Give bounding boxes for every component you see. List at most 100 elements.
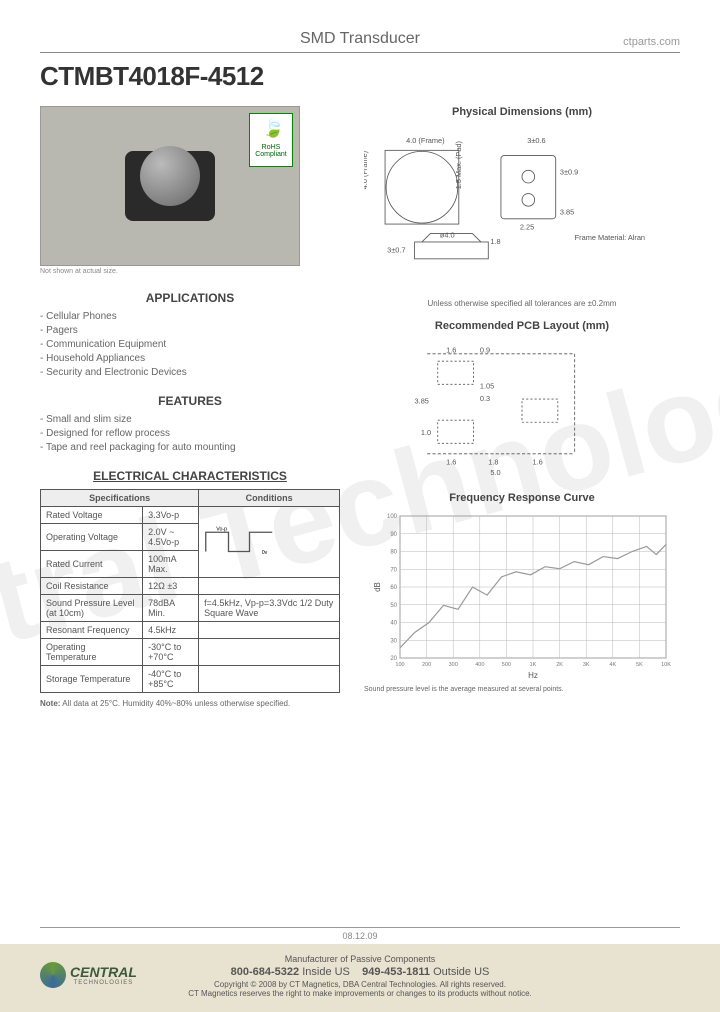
svg-text:3±0.6: 3±0.6 bbox=[527, 136, 545, 145]
freq-title: Frequency Response Curve bbox=[364, 492, 680, 504]
physical-diagram: 4.0 (Frame) 4.0 (Frame) 1.5 Max. (Pad) 3… bbox=[364, 124, 680, 285]
svg-text:1.8: 1.8 bbox=[490, 237, 500, 246]
category-header: SMD Transducer ctparts.com bbox=[40, 30, 680, 53]
svg-text:100: 100 bbox=[387, 514, 398, 520]
svg-text:1.5 Max. (Pad): 1.5 Max. (Pad) bbox=[454, 141, 463, 189]
applications-list: Cellular Phones Pagers Communication Equ… bbox=[40, 311, 340, 378]
spec-cell: Storage Temperature bbox=[41, 666, 143, 693]
svg-text:60: 60 bbox=[390, 585, 397, 591]
col-header: Conditions bbox=[199, 490, 340, 507]
waveform-cell: Vo-p 0v bbox=[199, 507, 340, 578]
pcb-title: Recommended PCB Layout (mm) bbox=[364, 320, 680, 332]
logo-sub: TECHNOLOGIES bbox=[70, 980, 137, 986]
svg-text:5K: 5K bbox=[636, 662, 643, 668]
svg-text:1.6: 1.6 bbox=[533, 457, 543, 466]
svg-text:Vo-p: Vo-p bbox=[216, 527, 227, 533]
electrical-table: Specifications Conditions Rated Voltage3… bbox=[40, 489, 340, 693]
svg-text:3.85: 3.85 bbox=[560, 208, 574, 217]
pcb-diagram: 1.6 0.9 3.85 1.05 0.3 1.0 1.6 1.8 1.6 5.… bbox=[364, 338, 680, 478]
spec-cell: Coil Resistance bbox=[41, 578, 143, 595]
svg-text:100: 100 bbox=[395, 662, 404, 668]
electrical-title: ELECTRICAL CHARACTERISTICS bbox=[40, 469, 340, 483]
category-text: SMD Transducer bbox=[300, 30, 420, 47]
svg-text:2K: 2K bbox=[556, 662, 563, 668]
product-photo: RoHS Compliant bbox=[40, 106, 300, 266]
svg-text:3±0.9: 3±0.9 bbox=[560, 168, 578, 177]
list-item: Security and Electronic Devices bbox=[40, 367, 340, 378]
svg-text:Hz: Hz bbox=[528, 671, 538, 680]
svg-text:90: 90 bbox=[390, 532, 397, 538]
physical-title: Physical Dimensions (mm) bbox=[364, 106, 680, 118]
svg-text:400: 400 bbox=[475, 662, 484, 668]
svg-text:5.0: 5.0 bbox=[490, 468, 500, 475]
svg-text:1.8: 1.8 bbox=[488, 457, 498, 466]
val-cell: 3.3Vo-p bbox=[143, 507, 199, 524]
list-item: Pagers bbox=[40, 325, 340, 336]
electrical-note: Note: All data at 25°C. Humidity 40%~80%… bbox=[40, 699, 340, 708]
val-cell: 4.5kHz bbox=[143, 622, 199, 639]
footer: 08.12.09 CENTRAL TECHNOLOGIES Manufactur… bbox=[0, 927, 720, 1012]
rohs-badge: RoHS Compliant bbox=[249, 113, 293, 167]
list-item: Household Appliances bbox=[40, 353, 340, 364]
footer-disclaimer: CT Magnetics reserves the right to make … bbox=[40, 989, 680, 998]
features-list: Small and slim size Designed for reflow … bbox=[40, 414, 340, 453]
cond-cell bbox=[199, 639, 340, 666]
svg-text:1.0: 1.0 bbox=[421, 428, 431, 437]
part-number: CTMBT4018F-4512 bbox=[40, 61, 680, 92]
svg-text:dB: dB bbox=[373, 582, 382, 592]
spec-cell: Resonant Frequency bbox=[41, 622, 143, 639]
svg-text:80: 80 bbox=[390, 549, 397, 555]
page: SMD Transducer ctparts.com CTMBT4018F-45… bbox=[0, 0, 720, 708]
svg-text:500: 500 bbox=[502, 662, 511, 668]
val-cell: -30°C to +70°C bbox=[143, 639, 199, 666]
tolerance-note: Unless otherwise specified all tolerance… bbox=[364, 299, 680, 308]
cond-cell bbox=[199, 578, 340, 595]
svg-text:Frame Material: Alran: Frame Material: Alran bbox=[575, 233, 645, 242]
footer-band: CENTRAL TECHNOLOGIES Manufacturer of Pas… bbox=[0, 944, 720, 1012]
site-text: ctparts.com bbox=[623, 36, 680, 48]
list-item: Small and slim size bbox=[40, 414, 340, 425]
left-column: RoHS Compliant Not shown at actual size.… bbox=[40, 106, 340, 708]
svg-text:10K: 10K bbox=[661, 662, 671, 668]
svg-text:0.9: 0.9 bbox=[480, 346, 490, 355]
svg-text:50: 50 bbox=[390, 603, 397, 609]
list-item: Cellular Phones bbox=[40, 311, 340, 322]
logo-name: CENTRAL bbox=[70, 964, 137, 980]
svg-text:4.0 (Frame): 4.0 (Frame) bbox=[364, 151, 369, 189]
svg-text:1K: 1K bbox=[530, 662, 537, 668]
svg-text:30: 30 bbox=[390, 638, 397, 644]
svg-text:4K: 4K bbox=[609, 662, 616, 668]
cond-cell: f=4.5kHz, Vp-p=3.3Vdc 1/2 Duty Square Wa… bbox=[199, 595, 340, 622]
svg-text:40: 40 bbox=[390, 620, 397, 626]
freq-chart: 10090807060504030201002003004005001K2K3K… bbox=[364, 510, 680, 680]
svg-text:3.85: 3.85 bbox=[415, 396, 429, 405]
svg-text:4.0 (Frame): 4.0 (Frame) bbox=[406, 136, 444, 145]
right-column: Physical Dimensions (mm) 4.0 (Frame) 4.0… bbox=[364, 106, 680, 708]
logo-icon bbox=[40, 962, 66, 988]
svg-text:200: 200 bbox=[422, 662, 431, 668]
footer-date: 08.12.09 bbox=[40, 927, 680, 944]
component-render bbox=[125, 151, 215, 221]
applications-title: APPLICATIONS bbox=[40, 291, 340, 305]
cond-cell bbox=[199, 622, 340, 639]
svg-text:1.6: 1.6 bbox=[446, 457, 456, 466]
list-item: Designed for reflow process bbox=[40, 428, 340, 439]
svg-text:1.05: 1.05 bbox=[480, 382, 494, 391]
cond-cell bbox=[199, 666, 340, 693]
svg-text:3K: 3K bbox=[583, 662, 590, 668]
spec-cell: Sound Pressure Level (at 10cm) bbox=[41, 595, 143, 622]
square-wave-icon: Vo-p 0v bbox=[204, 526, 274, 556]
svg-text:300: 300 bbox=[449, 662, 458, 668]
spec-cell: Rated Voltage bbox=[41, 507, 143, 524]
svg-text:ø4.0: ø4.0 bbox=[440, 231, 455, 240]
val-cell: 78dBA Min. bbox=[143, 595, 199, 622]
col-header: Specifications bbox=[41, 490, 199, 507]
spec-cell: Operating Temperature bbox=[41, 639, 143, 666]
spec-cell: Operating Voltage bbox=[41, 524, 143, 551]
spec-cell: Rated Current bbox=[41, 551, 143, 578]
svg-text:3±0.7: 3±0.7 bbox=[387, 246, 405, 255]
val-cell: -40°C to +85°C bbox=[143, 666, 199, 693]
val-cell: 100mA Max. bbox=[143, 551, 199, 578]
freq-note: Sound pressure level is the average meas… bbox=[364, 686, 680, 693]
photo-note: Not shown at actual size. bbox=[40, 268, 340, 275]
